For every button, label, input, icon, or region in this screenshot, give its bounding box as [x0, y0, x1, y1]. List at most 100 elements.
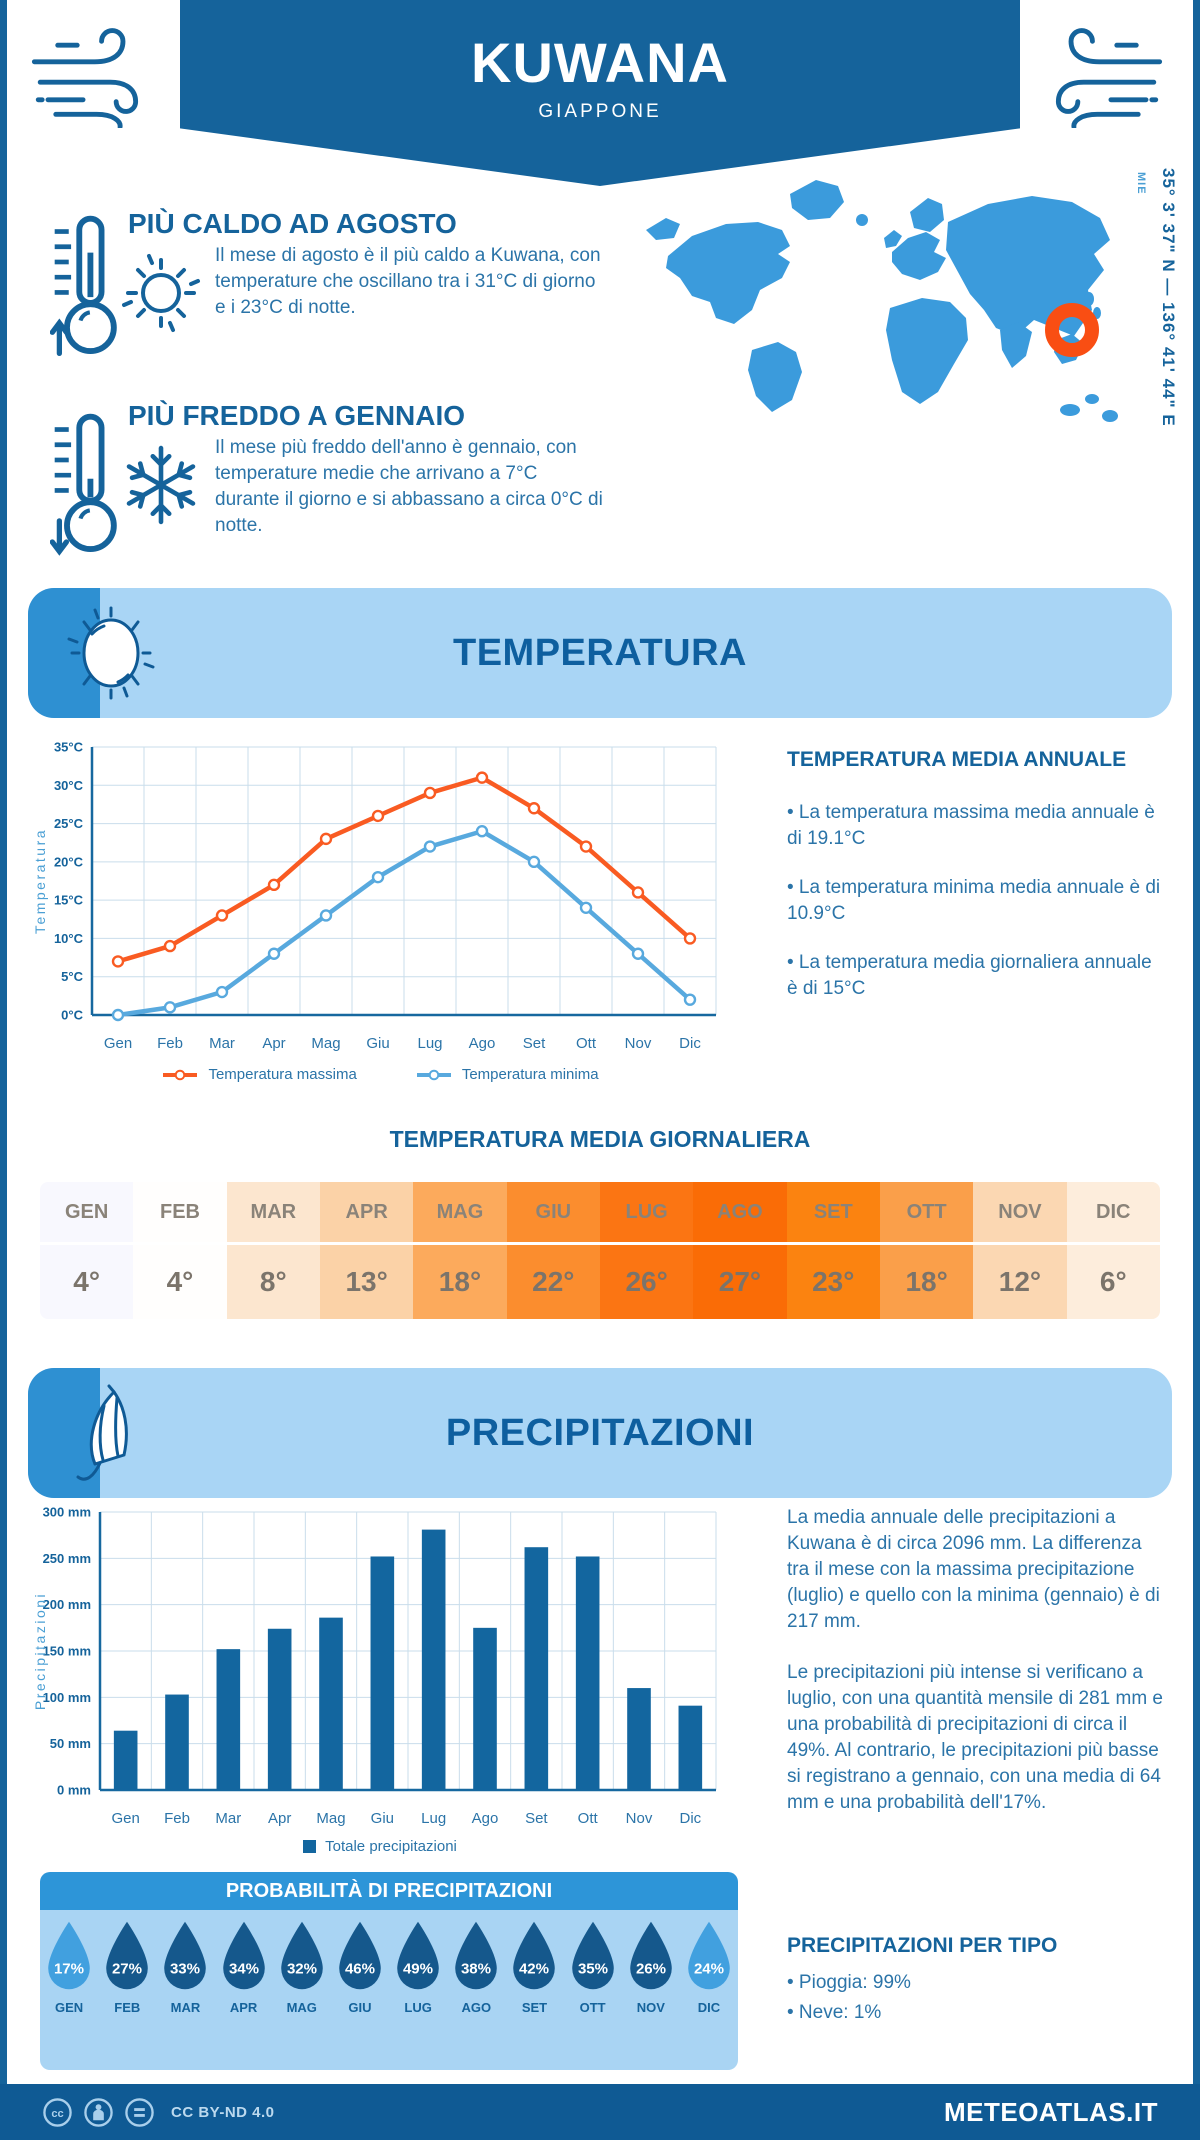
daily-mean-month: GEN	[40, 1182, 134, 1242]
svg-text:0°C: 0°C	[61, 1008, 83, 1023]
svg-text:Giu: Giu	[371, 1810, 394, 1827]
svg-text:Temperatura: Temperatura	[32, 828, 48, 934]
svg-text:Gen: Gen	[104, 1035, 132, 1052]
sun-banner-icon	[67, 606, 155, 700]
daily-mean-value: 18°	[413, 1245, 507, 1319]
svg-text:34%: 34%	[229, 1961, 259, 1978]
temperature-bullet: • La temperatura massima media annuale è…	[787, 802, 1155, 849]
coordinates-label: 35° 3' 37" N — 136° 41' 44" E	[1159, 168, 1178, 427]
svg-text:Mar: Mar	[209, 1035, 235, 1052]
daily-mean-value: 13°	[319, 1245, 414, 1319]
precipitation-probability-box: PROBABILITÀ DI PRECIPITAZIONI 17% GEN 27% F…	[40, 1872, 738, 2070]
raindrop-icon: 38%	[455, 1921, 498, 1990]
page-title: KUWANA	[471, 31, 729, 94]
svg-text:20°C: 20°C	[54, 854, 84, 869]
svg-text:100 mm: 100 mm	[43, 1690, 91, 1705]
precipitation-section-title: PRECIPITAZIONI	[445, 1411, 755, 1454]
raindrop-icon: 24%	[688, 1921, 730, 1990]
svg-text:150 mm: 150 mm	[43, 1644, 91, 1659]
svg-text:Ott: Ott	[578, 1810, 599, 1827]
probability-drop-slot: 17% GEN	[40, 1919, 98, 2070]
annual-temperature-title: TEMPERATURA MEDIA ANNUALE	[787, 748, 1127, 771]
cc-icon: cc	[43, 2097, 72, 2127]
temperature-line-chart: 0°C 5°C 10°C 15°C 20°C 25°C 30°C 35°C Gen Feb Mar A…	[32, 740, 717, 1052]
temperature-bullet: • La temperatura media giornaliera annua…	[787, 952, 1152, 999]
daily-mean-month: SET	[786, 1182, 880, 1242]
license-text: CC BY-ND 4.0	[171, 2103, 275, 2121]
daily-mean-column: AGO 27°	[693, 1182, 787, 1319]
daily-mean-month: OTT	[879, 1182, 974, 1242]
daily-mean-column: APR 13°	[319, 1182, 414, 1319]
cc-by-icon	[84, 2097, 113, 2127]
banner-corner	[28, 1368, 100, 1498]
daily-mean-column: NOV 12°	[973, 1182, 1067, 1319]
probability-drop-slot: 35% OTT	[564, 1919, 622, 2070]
daily-mean-month: APR	[319, 1182, 414, 1242]
daily-mean-column: OTT 18°	[879, 1182, 974, 1319]
svg-text:Giu: Giu	[366, 1035, 389, 1052]
temperature-section-title: TEMPERATURA	[452, 631, 747, 674]
daily-mean-value: 8°	[226, 1245, 320, 1319]
svg-text:Dic: Dic	[679, 1035, 701, 1052]
license-icons: cc	[42, 2097, 155, 2128]
svg-text:Lug: Lug	[421, 1810, 446, 1827]
daily-mean-month: DIC	[1066, 1182, 1160, 1242]
thermometer-up-icon	[50, 215, 117, 356]
highlight-cold-text: Il mese più freddo dell'anno è gennaio, …	[215, 437, 603, 536]
svg-text:27%: 27%	[112, 1961, 142, 1978]
highlight-cold-title: PIÙ FREDDO A GENNAIO	[128, 400, 466, 431]
probability-drop-slot: 26% NOV	[622, 1919, 680, 2070]
daily-mean-value: 6°	[1066, 1245, 1160, 1319]
umbrella-banner-icon	[76, 1384, 128, 1481]
probability-drop-slot: 46% GIU	[331, 1919, 389, 2070]
svg-text:46%: 46%	[345, 1961, 375, 1978]
probability-month-label: DIC	[697, 2000, 721, 2015]
daily-mean-column: FEB 4°	[133, 1182, 227, 1319]
svg-text:Nov: Nov	[625, 1035, 652, 1052]
svg-text:10°C: 10°C	[54, 931, 84, 946]
footer-bar: cc CC BY-ND 4.0 METEOATLAS.IT	[0, 2084, 1200, 2140]
temperature-section-banner: TEMPERATURA	[28, 588, 1172, 718]
svg-text:5°C: 5°C	[61, 969, 83, 984]
daily-mean-value: 4°	[133, 1245, 227, 1319]
svg-text:Mag: Mag	[316, 1810, 345, 1827]
precipitation-chart-legend: Totale precipitazioni	[30, 1838, 730, 1855]
temperature-chart-legend: Temperatura massima Temperatura minima	[30, 1066, 730, 1083]
probability-month-label: MAG	[286, 2000, 317, 2015]
region-label: MIE	[1135, 172, 1147, 195]
svg-text:Ott: Ott	[576, 1035, 597, 1052]
highlight-hot-text: Il mese di agosto è il più caldo a Kuwan…	[215, 245, 601, 318]
daily-mean-column: GIU 22°	[506, 1182, 600, 1319]
svg-text:Set: Set	[523, 1035, 546, 1052]
probability-drop-slot: 42% SET	[505, 1919, 563, 2070]
temperature-bullet: • La temperatura minima media annuale è …	[787, 877, 1161, 924]
raindrop-icon: 33%	[164, 1921, 207, 1990]
daily-mean-table: GEN 4° FEB 4° MAR 8° APR 13° MAG 18° GIU 22° LUG 26° A…	[40, 1182, 1160, 1319]
svg-text:Mag: Mag	[311, 1035, 340, 1052]
daily-mean-month: NOV	[973, 1182, 1067, 1242]
probability-drop-slot: 33% MAR	[156, 1919, 214, 2070]
daily-mean-value: 27°	[693, 1245, 787, 1319]
probability-month-label: GIU	[348, 2000, 372, 2015]
svg-text:35%: 35%	[578, 1961, 608, 1978]
daily-mean-column: GEN 4°	[40, 1182, 134, 1319]
precipitation-bar-chart: 0 mm 50 mm 100 mm 150 mm 200 mm 250 mm 300 mm G…	[32, 1505, 717, 1827]
daily-mean-column: LUG 26°	[599, 1182, 694, 1319]
probability-month-label: NOV	[636, 2000, 665, 2015]
svg-text:Ago: Ago	[469, 1035, 496, 1052]
svg-text:50 mm: 50 mm	[50, 1736, 91, 1751]
precipitation-paragraph: La media annuale delle precipitazioni a …	[787, 1507, 1160, 1632]
svg-text:15°C: 15°C	[54, 893, 84, 908]
svg-text:25°C: 25°C	[54, 816, 84, 831]
location-marker	[1045, 303, 1099, 357]
legend-swatch	[163, 1069, 198, 1080]
probability-month-label: SET	[521, 2000, 548, 2015]
raindrop-icon: 32%	[280, 1921, 323, 1990]
sun-icon	[122, 254, 200, 332]
daily-mean-month: LUG	[599, 1182, 694, 1242]
probability-title: PROBABILITÀ DI PRECIPITAZIONI	[40, 1872, 738, 1910]
wind-icon	[1055, 28, 1163, 128]
svg-text:Lug: Lug	[417, 1035, 442, 1052]
probability-drop-slot: 49% LUG	[389, 1919, 447, 2070]
raindrop-icon: 42%	[513, 1921, 556, 1990]
